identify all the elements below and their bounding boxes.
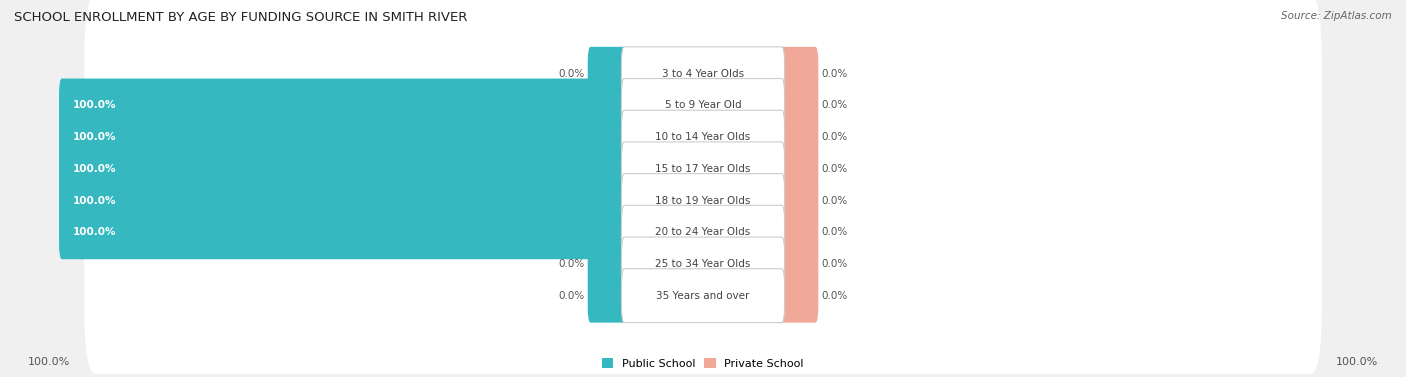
FancyBboxPatch shape	[588, 237, 627, 291]
Text: 35 Years and over: 35 Years and over	[657, 291, 749, 301]
FancyBboxPatch shape	[621, 269, 785, 323]
Text: 100.0%: 100.0%	[1336, 357, 1378, 367]
Text: 5 to 9 Year Old: 5 to 9 Year Old	[665, 101, 741, 110]
FancyBboxPatch shape	[84, 218, 1322, 374]
FancyBboxPatch shape	[621, 78, 785, 132]
FancyBboxPatch shape	[779, 174, 818, 228]
FancyBboxPatch shape	[779, 269, 818, 323]
FancyBboxPatch shape	[84, 59, 1322, 216]
Text: 100.0%: 100.0%	[73, 227, 117, 237]
FancyBboxPatch shape	[621, 205, 785, 259]
Text: 25 to 34 Year Olds: 25 to 34 Year Olds	[655, 259, 751, 269]
Text: 20 to 24 Year Olds: 20 to 24 Year Olds	[655, 227, 751, 237]
FancyBboxPatch shape	[779, 205, 818, 259]
FancyBboxPatch shape	[84, 27, 1322, 184]
Text: 100.0%: 100.0%	[73, 164, 117, 174]
FancyBboxPatch shape	[621, 174, 785, 228]
Text: 0.0%: 0.0%	[821, 132, 848, 142]
Text: 0.0%: 0.0%	[558, 69, 585, 79]
FancyBboxPatch shape	[59, 78, 627, 132]
Text: 15 to 17 Year Olds: 15 to 17 Year Olds	[655, 164, 751, 174]
Text: 0.0%: 0.0%	[821, 101, 848, 110]
FancyBboxPatch shape	[84, 122, 1322, 279]
Text: 0.0%: 0.0%	[821, 227, 848, 237]
FancyBboxPatch shape	[588, 47, 627, 101]
Legend: Public School, Private School: Public School, Private School	[602, 359, 804, 369]
Text: 0.0%: 0.0%	[821, 164, 848, 174]
Text: SCHOOL ENROLLMENT BY AGE BY FUNDING SOURCE IN SMITH RIVER: SCHOOL ENROLLMENT BY AGE BY FUNDING SOUR…	[14, 11, 467, 24]
Text: 0.0%: 0.0%	[558, 259, 585, 269]
FancyBboxPatch shape	[621, 237, 785, 291]
FancyBboxPatch shape	[621, 110, 785, 164]
FancyBboxPatch shape	[59, 205, 627, 259]
FancyBboxPatch shape	[59, 110, 627, 164]
FancyBboxPatch shape	[779, 237, 818, 291]
Text: Source: ZipAtlas.com: Source: ZipAtlas.com	[1281, 11, 1392, 21]
Text: 0.0%: 0.0%	[558, 291, 585, 301]
Text: 3 to 4 Year Olds: 3 to 4 Year Olds	[662, 69, 744, 79]
FancyBboxPatch shape	[84, 154, 1322, 311]
Text: 0.0%: 0.0%	[821, 69, 848, 79]
FancyBboxPatch shape	[621, 142, 785, 196]
FancyBboxPatch shape	[84, 90, 1322, 247]
Text: 0.0%: 0.0%	[821, 291, 848, 301]
FancyBboxPatch shape	[779, 47, 818, 101]
FancyBboxPatch shape	[779, 110, 818, 164]
Text: 100.0%: 100.0%	[28, 357, 70, 367]
FancyBboxPatch shape	[621, 47, 785, 101]
FancyBboxPatch shape	[59, 174, 627, 228]
Text: 100.0%: 100.0%	[73, 132, 117, 142]
Text: 100.0%: 100.0%	[73, 196, 117, 205]
FancyBboxPatch shape	[84, 186, 1322, 342]
Text: 18 to 19 Year Olds: 18 to 19 Year Olds	[655, 196, 751, 205]
Text: 0.0%: 0.0%	[821, 259, 848, 269]
Text: 10 to 14 Year Olds: 10 to 14 Year Olds	[655, 132, 751, 142]
FancyBboxPatch shape	[84, 0, 1322, 152]
FancyBboxPatch shape	[779, 142, 818, 196]
FancyBboxPatch shape	[588, 269, 627, 323]
FancyBboxPatch shape	[779, 78, 818, 132]
Text: 0.0%: 0.0%	[821, 196, 848, 205]
FancyBboxPatch shape	[59, 142, 627, 196]
Text: 100.0%: 100.0%	[73, 101, 117, 110]
